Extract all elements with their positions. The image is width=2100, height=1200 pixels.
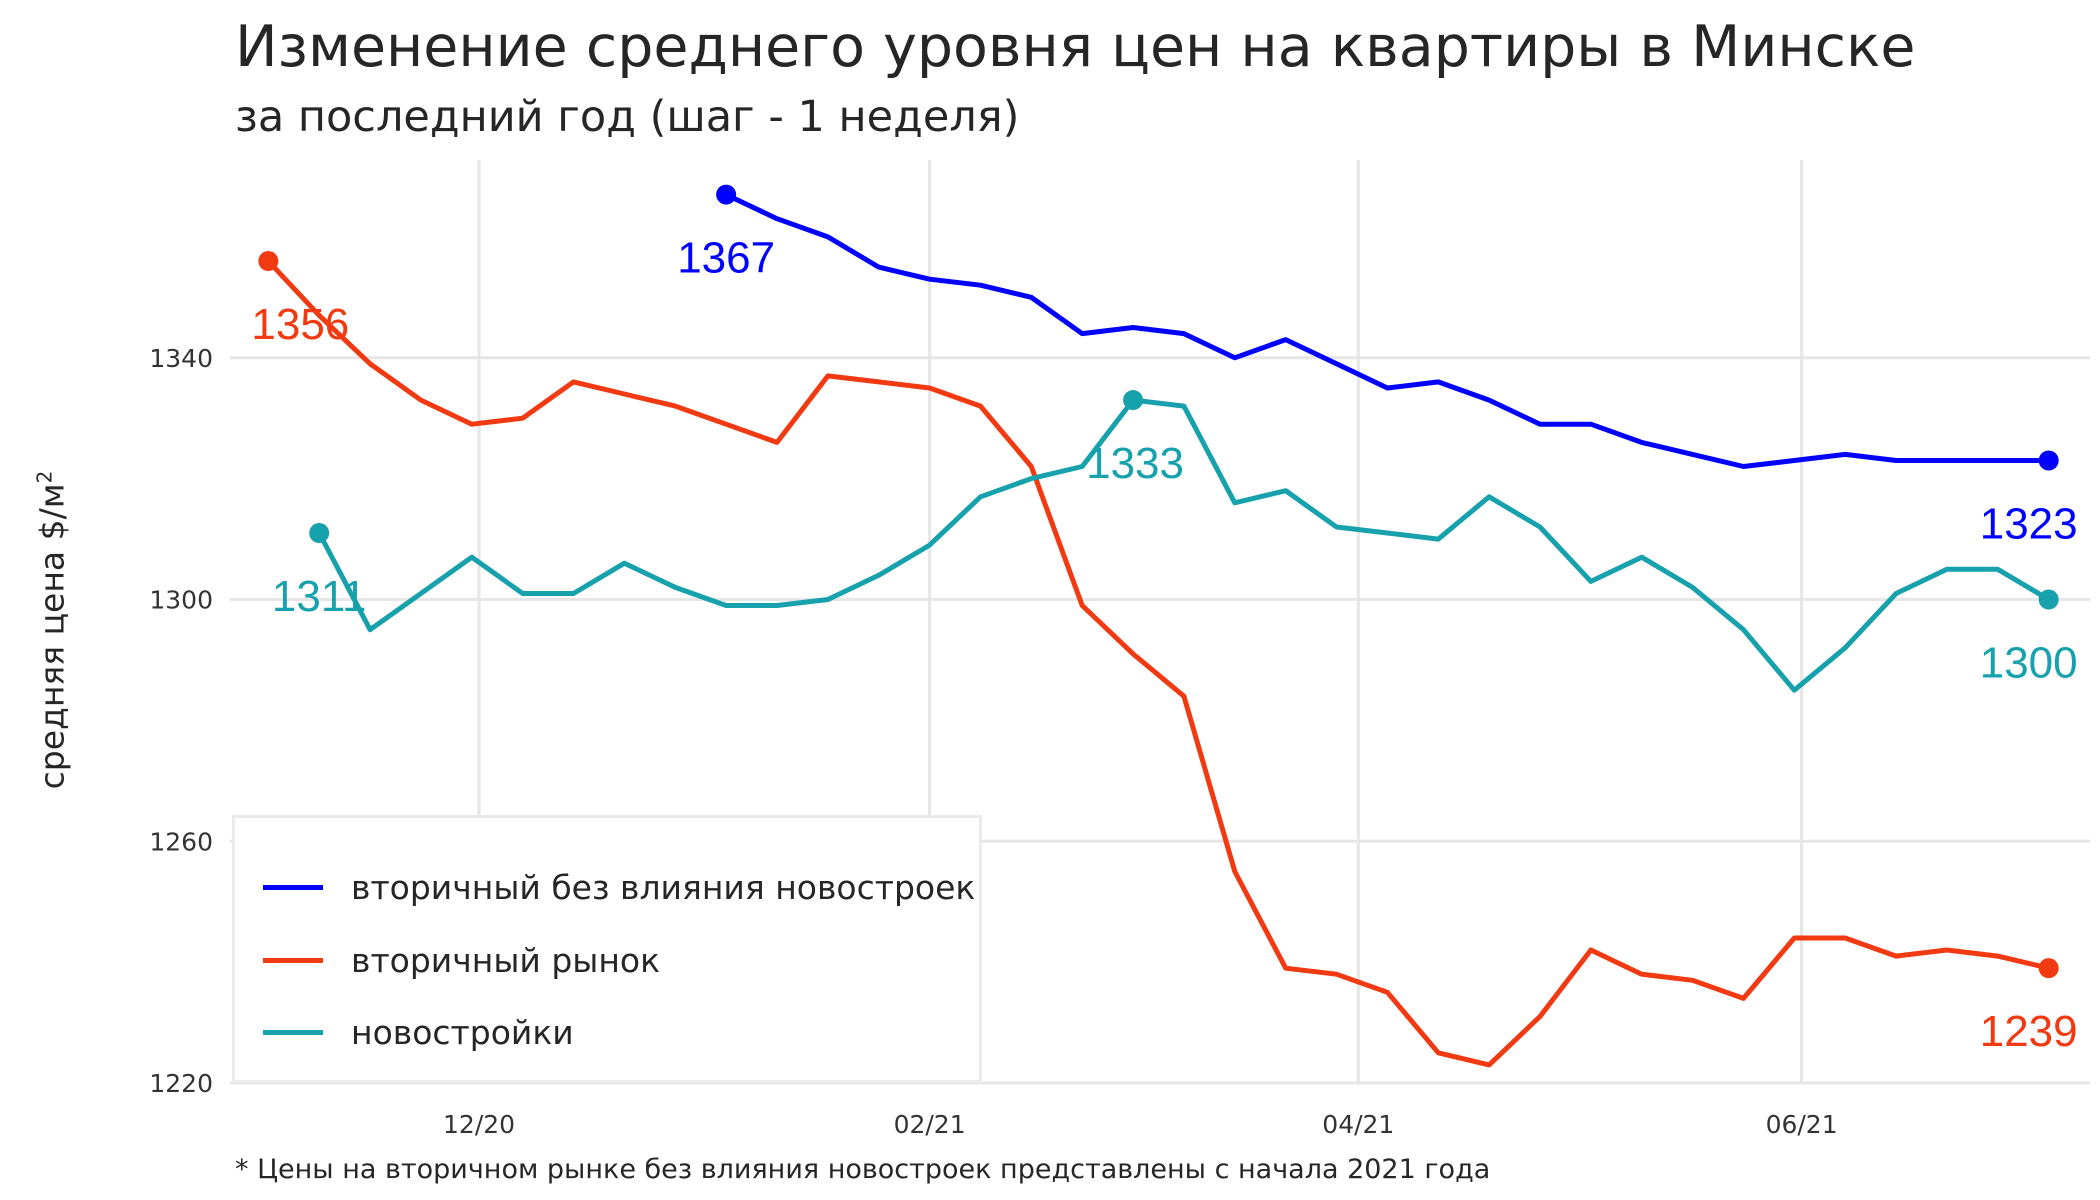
- red-end-label: 1239: [1980, 1007, 2078, 1056]
- teal-start-marker: [309, 523, 330, 544]
- x-axis-ticks: 12/20 02/21 04/21 06/21: [443, 1110, 1838, 1139]
- x-tick-label: 04/21: [1322, 1110, 1394, 1139]
- y-tick-label: 1300: [149, 586, 213, 615]
- chart-title: Изменение среднего уровня цен на квартир…: [235, 14, 1916, 80]
- legend-swatch-teal: [263, 1029, 323, 1035]
- y-tick-label: 1260: [149, 827, 213, 856]
- teal-peak-marker: [1123, 390, 1144, 411]
- chart-subtitle: за последний год (шаг - 1 неделя): [235, 92, 1020, 142]
- y-tick-label: 1340: [149, 344, 213, 373]
- series-line-2: [316, 397, 2052, 693]
- grid: [230, 160, 2090, 1085]
- teal-peak-label: 1333: [1086, 439, 1184, 488]
- red-start-marker: [258, 251, 279, 272]
- blue-start-marker: [716, 184, 737, 205]
- blue-end-marker: [2038, 450, 2059, 471]
- value-labels: 1367 1323 1356 1239 1311 1333 1300: [251, 234, 2077, 1057]
- y-axis-ticks: 1220 1260 1300 1340: [149, 344, 213, 1098]
- legend-item-new-buildings: новостройки: [263, 1012, 574, 1052]
- series-markers: [258, 184, 2059, 979]
- teal-start-label: 1311: [272, 572, 367, 621]
- legend-item-secondary-no-new: вторичный без влияния новостроек: [263, 867, 975, 907]
- teal-end-label: 1300: [1980, 639, 2078, 688]
- y-tick-label: 1220: [149, 1069, 213, 1098]
- legend-swatch-red: [263, 957, 323, 963]
- legend-label: вторичный рынок: [351, 940, 661, 980]
- blue-start-label: 1367: [677, 234, 775, 283]
- x-tick-label: 12/20: [443, 1110, 515, 1139]
- teal-end-marker: [2038, 589, 2059, 610]
- legend-label: вторичный без влияния новостроек: [351, 867, 976, 907]
- red-end-marker: [2038, 958, 2059, 979]
- x-tick-label: 06/21: [1766, 1110, 1838, 1139]
- red-start-label: 1356: [251, 300, 349, 349]
- blue-end-label: 1323: [1980, 499, 2078, 548]
- series-line-1: [265, 258, 2052, 1068]
- series-lines: [265, 192, 2052, 1068]
- legend-label: новостройки: [351, 1012, 574, 1052]
- legend-swatch-blue: [263, 884, 323, 890]
- x-tick-label: 02/21: [894, 1110, 966, 1139]
- legend: вторичный без влияния новостроек вторичн…: [232, 815, 982, 1083]
- legend-item-secondary: вторичный рынок: [263, 940, 660, 980]
- series-line-0: [723, 192, 2052, 469]
- footnote: * Цены на вторичном рынке без влияния но…: [235, 1154, 1491, 1185]
